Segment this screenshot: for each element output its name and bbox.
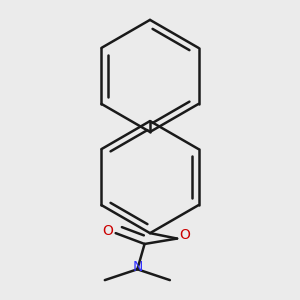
Text: O: O — [180, 228, 190, 242]
Text: O: O — [102, 224, 113, 238]
Text: N: N — [132, 260, 142, 274]
